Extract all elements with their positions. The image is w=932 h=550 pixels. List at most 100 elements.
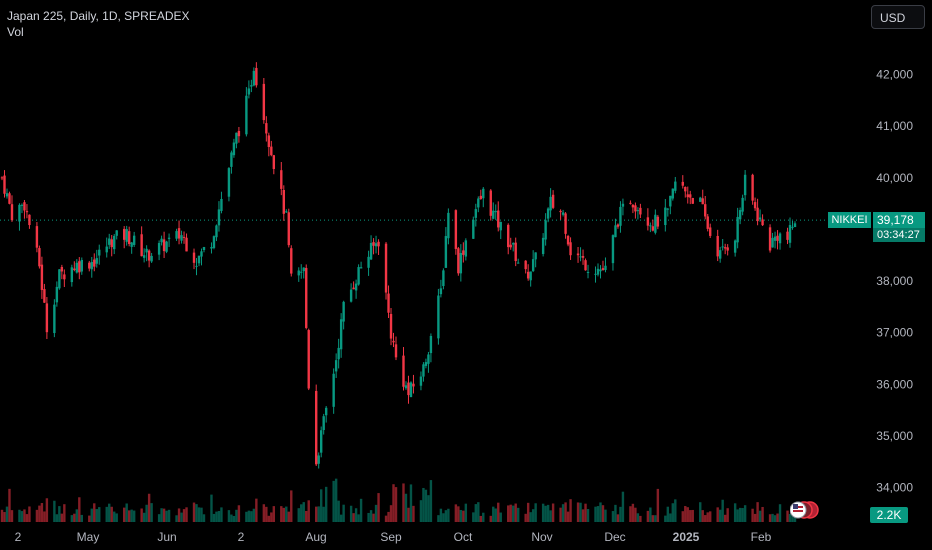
volume-bar xyxy=(387,511,390,522)
candle-body xyxy=(758,217,762,220)
candle-body xyxy=(409,382,413,398)
candle-body xyxy=(302,267,305,272)
volume-bar xyxy=(25,514,29,522)
volume-bar xyxy=(526,502,530,522)
candle-body xyxy=(551,194,555,208)
volume-bar xyxy=(182,509,186,522)
volume-bar xyxy=(427,495,430,522)
volume-bar xyxy=(334,478,338,522)
currency-button[interactable]: USD xyxy=(871,5,925,29)
candle-body xyxy=(534,252,537,260)
candle-body xyxy=(389,313,393,339)
volume-bar xyxy=(354,508,358,522)
volume-bar xyxy=(270,512,273,522)
volume-value-badge: 2.2K xyxy=(870,507,908,523)
candle-body xyxy=(691,197,694,204)
volume-bar xyxy=(751,508,754,522)
candle-body xyxy=(195,265,198,267)
volume-bar xyxy=(544,505,547,522)
candle-body xyxy=(232,142,236,156)
candle-body xyxy=(736,216,739,243)
event-flags-icon[interactable] xyxy=(790,500,822,520)
volume-bar xyxy=(220,507,223,522)
candle-body xyxy=(280,170,283,189)
candle-body xyxy=(549,196,552,211)
candle-body xyxy=(654,214,657,233)
candle-body xyxy=(601,268,605,271)
candle-body xyxy=(285,211,288,213)
candle-body xyxy=(5,193,9,197)
chart-legend: Japan 225, Daily, 1D, SPREADEX Vol xyxy=(7,8,190,40)
candle-body xyxy=(634,205,637,212)
volume-bar xyxy=(200,507,203,522)
volume-bar xyxy=(541,503,545,522)
volume-bar xyxy=(444,510,448,522)
volume-bar xyxy=(524,513,527,522)
volume-bar xyxy=(733,503,737,522)
volume-bar xyxy=(142,512,146,522)
volume-bar xyxy=(666,506,670,522)
volume-bar xyxy=(75,509,79,522)
volume-bar xyxy=(113,511,116,522)
volume-bar xyxy=(80,514,83,522)
volume-bar xyxy=(227,510,231,522)
candle-body xyxy=(105,246,108,253)
candle-body xyxy=(53,304,56,334)
candle-body xyxy=(524,260,527,270)
candle-body xyxy=(88,262,91,269)
volume-bar xyxy=(105,506,108,522)
candle-body xyxy=(738,210,742,220)
candle-body xyxy=(704,204,707,217)
volume-bar xyxy=(776,513,779,522)
volume-bar xyxy=(604,509,607,522)
volume-bar xyxy=(315,506,318,522)
volume-bar xyxy=(474,504,478,522)
volume-bar xyxy=(576,502,580,522)
last-price-value: 39,178 xyxy=(873,212,925,228)
candle-body xyxy=(125,229,128,242)
volume-bar xyxy=(669,513,672,522)
volume-bar xyxy=(28,506,31,522)
candle-body xyxy=(596,268,600,275)
volume-bar xyxy=(339,514,343,522)
symbol-title[interactable]: Japan 225, Daily, 1D, SPREADEX xyxy=(7,9,190,23)
candle-body xyxy=(18,204,21,222)
volume-bar xyxy=(654,515,657,522)
candle-body xyxy=(726,247,729,251)
volume-bar xyxy=(122,507,126,522)
candle-body xyxy=(701,198,704,205)
time-axis[interactable]: 2 May Jun 2 Aug Sep Oct Nov Dec 2025 Feb xyxy=(15,530,772,544)
time-tick-label: 2 xyxy=(238,530,245,544)
candle-body xyxy=(531,259,535,272)
volume-bar xyxy=(185,507,188,522)
volume-indicator-label[interactable]: Vol xyxy=(7,25,24,39)
candle-body xyxy=(387,293,390,313)
volume-bar xyxy=(78,497,81,522)
candle-body xyxy=(733,240,737,253)
volume-bar xyxy=(726,508,729,522)
volume-bar xyxy=(422,487,425,522)
candle-body xyxy=(516,262,520,264)
candle-body xyxy=(287,212,290,246)
volume-bar xyxy=(280,506,283,522)
volume-bar xyxy=(499,512,502,522)
candle-body xyxy=(130,242,133,247)
price-axis[interactable]: 34,00035,00036,00037,00038,00039,00040,0… xyxy=(876,68,913,495)
candle-body xyxy=(247,88,251,95)
volume-bar xyxy=(95,509,98,522)
volume-bar xyxy=(599,502,602,522)
candle-body xyxy=(669,195,672,207)
volume-bar xyxy=(581,509,585,522)
time-tick-label: Oct xyxy=(454,530,473,544)
candle-body xyxy=(237,130,241,137)
candle-body xyxy=(8,193,11,204)
volume-bar xyxy=(125,503,128,522)
volume-bar xyxy=(132,510,136,522)
volume-bar xyxy=(671,503,675,522)
candle-body xyxy=(721,246,724,248)
candle-body xyxy=(686,194,689,198)
time-tick-label: 2025 xyxy=(673,530,700,544)
price-tick-label: 37,000 xyxy=(876,326,913,340)
volume-bar xyxy=(374,504,378,522)
